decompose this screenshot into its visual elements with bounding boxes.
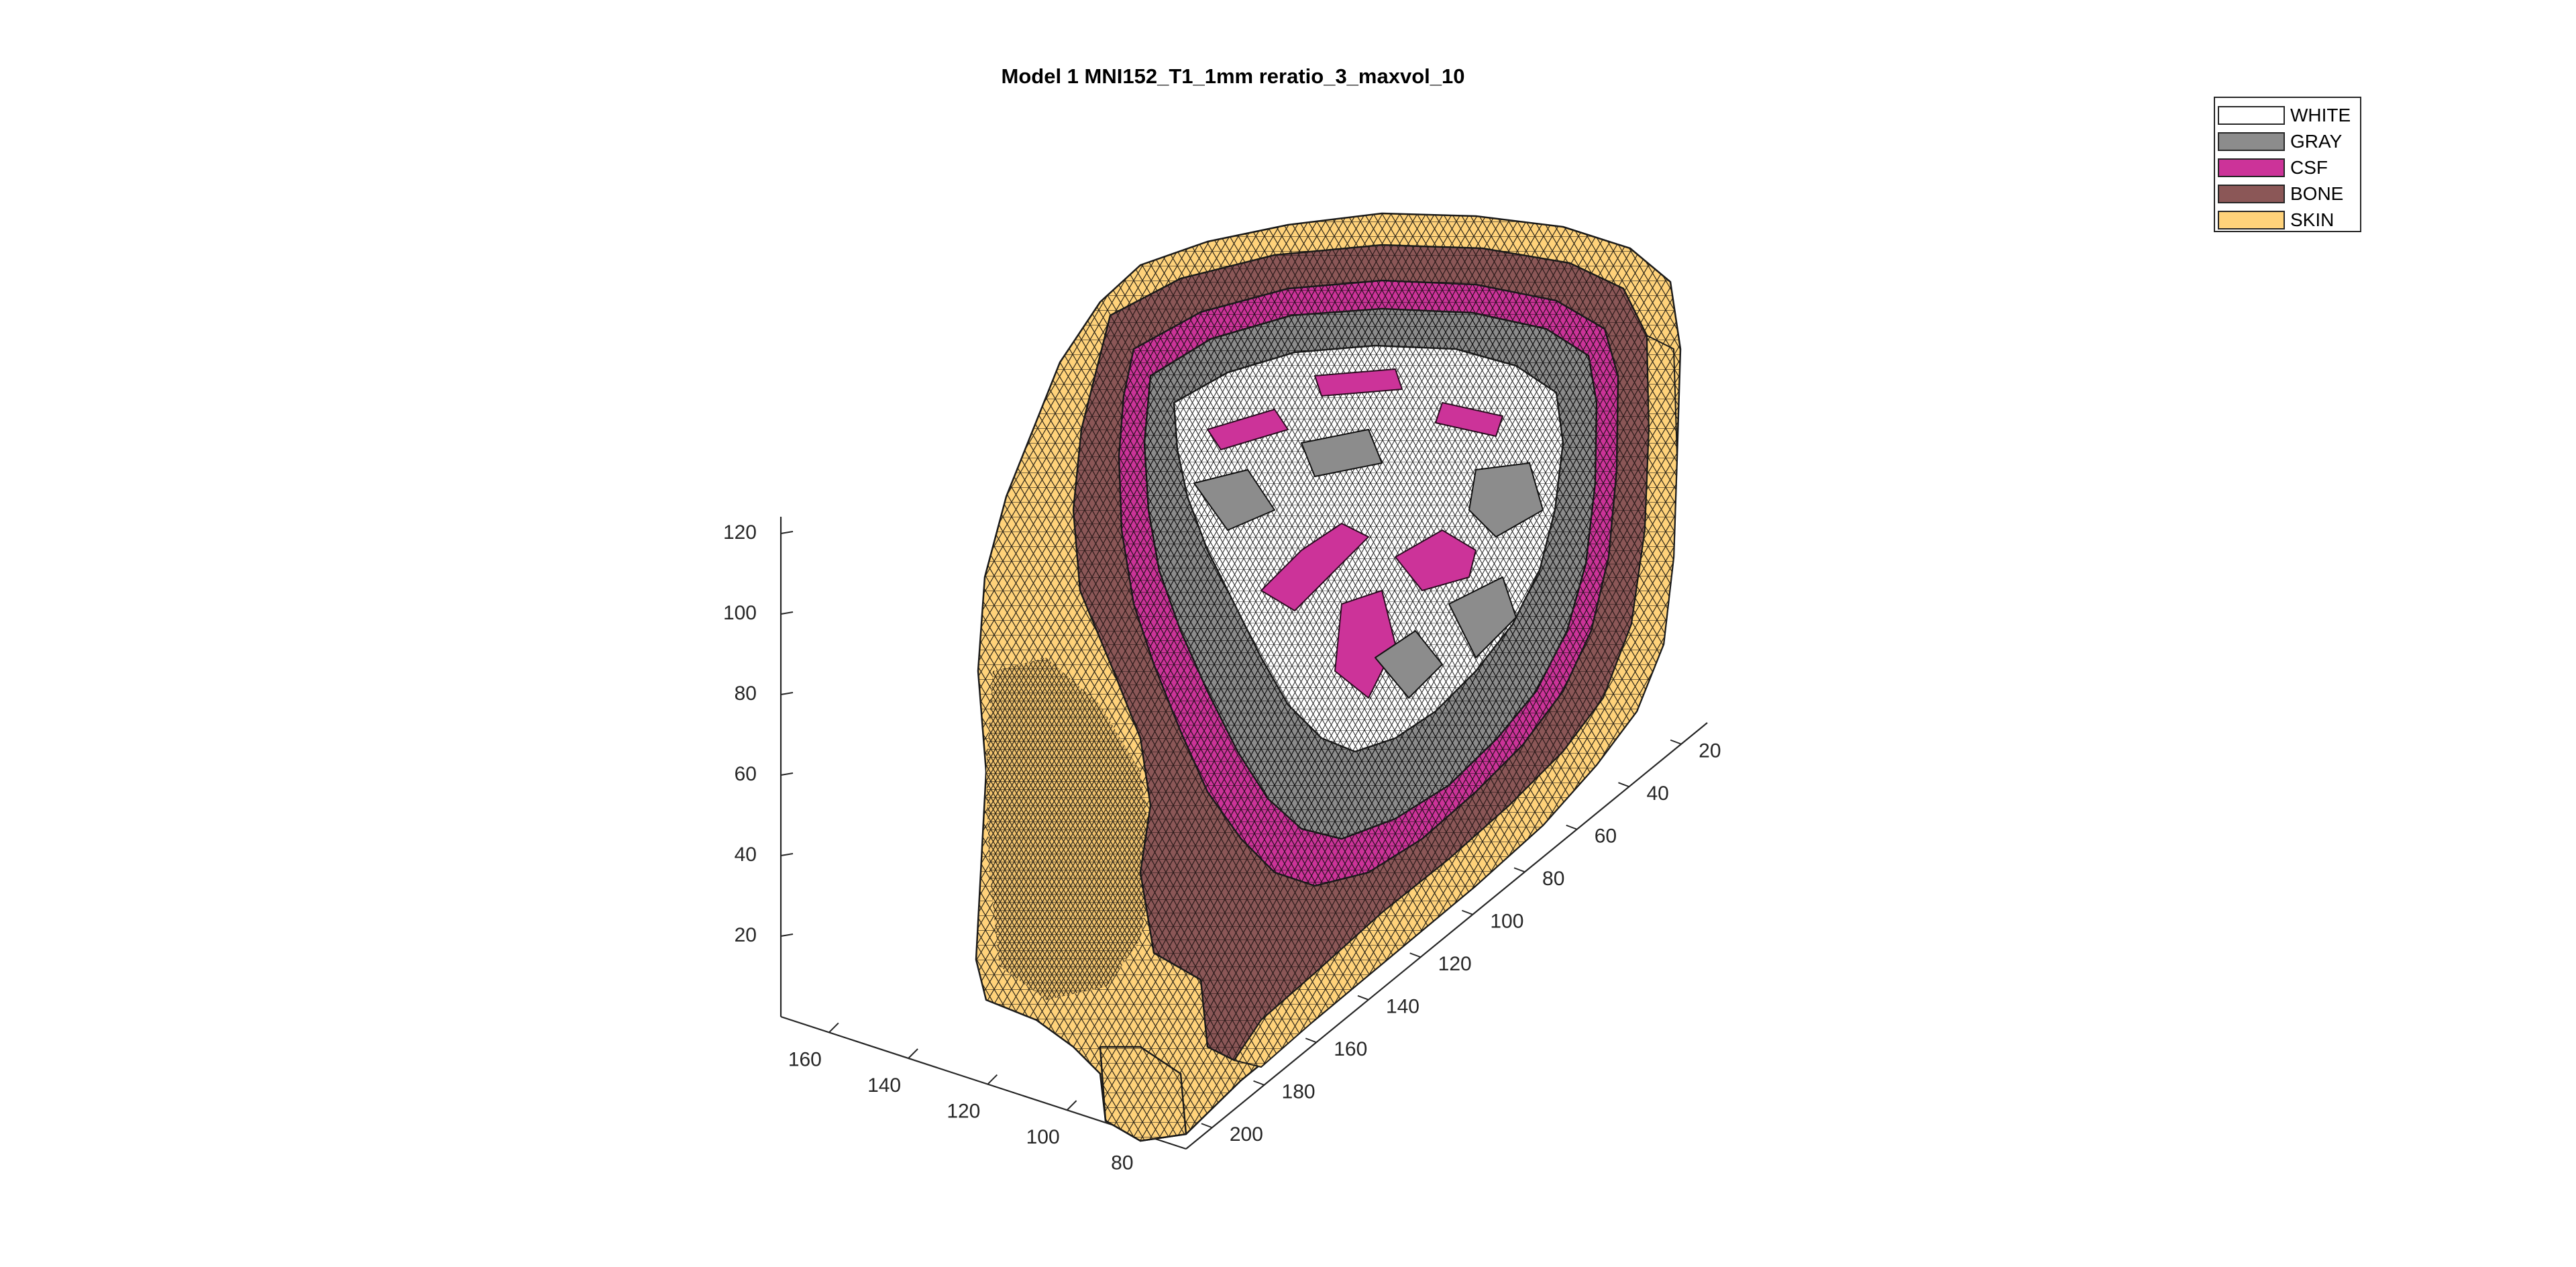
axis-tick-label: 20 <box>735 924 757 946</box>
axis-tick-mark <box>1670 739 1682 745</box>
legend-swatch <box>2218 184 2285 203</box>
sulci-accents <box>1207 368 1503 699</box>
axis-tick-label: 60 <box>1595 825 1617 848</box>
axis-tick-mark <box>1201 1123 1213 1129</box>
axis-tick-label: 120 <box>723 521 757 544</box>
legend-label: WHITE <box>2290 104 2351 125</box>
axis-tick-label: 120 <box>947 1100 980 1122</box>
legend-label: GRAY <box>2290 130 2343 152</box>
axis-tick-label: 180 <box>1282 1081 1316 1103</box>
axis-tick-label: 40 <box>1646 782 1668 805</box>
legend-swatch <box>2218 105 2285 125</box>
axis-tick-label: 100 <box>1026 1126 1060 1148</box>
legend-item: GRAY <box>2218 128 2360 154</box>
axis-tick-mark <box>780 853 794 856</box>
z-axis-ticks: 20 40 60 80 100 120 <box>723 521 794 946</box>
y-axis-ticks: 20 40 60 80 100 120 140 160 180 200 <box>1201 739 1721 1146</box>
skin-chin <box>1099 1046 1187 1142</box>
axis-tick-label: 60 <box>735 763 757 785</box>
axis-tick-label: 20 <box>1699 740 1721 762</box>
legend-swatch <box>2218 158 2285 177</box>
axis-tick-mark <box>780 611 794 615</box>
axis-tick-mark <box>1357 995 1369 1001</box>
axis-tick-label: 120 <box>1438 953 1472 975</box>
axis-tick-mark <box>1305 1037 1317 1044</box>
axis-tick-label: 100 <box>723 602 757 624</box>
axis-tick-label: 200 <box>1230 1123 1263 1146</box>
legend-label: SKIN <box>2290 209 2334 230</box>
head-mesh-model <box>975 212 1682 1142</box>
axis-tick-mark <box>1513 867 1525 873</box>
legend-swatch <box>2218 210 2285 230</box>
axis-tick-mark <box>987 1074 998 1085</box>
axis-tick-label: 160 <box>788 1048 822 1070</box>
white-matter-cross-section <box>1173 344 1564 753</box>
legend-swatch <box>2218 132 2285 151</box>
gray-gyri-accents <box>1193 429 1544 699</box>
axis-tick-mark <box>780 692 794 695</box>
axis-tick-mark <box>1409 952 1421 958</box>
axis-tick-label: 100 <box>1490 911 1523 933</box>
skin-face-patch <box>986 658 1154 1000</box>
axis-tick-label: 80 <box>735 682 757 705</box>
axis-tick-label: 80 <box>1111 1152 1133 1174</box>
axis-tick-mark <box>780 772 794 776</box>
axis-tick-mark <box>1253 1080 1265 1086</box>
axis-tick-label: 140 <box>867 1074 901 1097</box>
legend-item: SKIN <box>2218 207 2360 233</box>
legend-label: BONE <box>2290 183 2344 204</box>
axis-tick-mark <box>908 1048 918 1059</box>
axis-tick-mark <box>1461 909 1473 915</box>
axis-tick-label: 80 <box>1542 868 1564 890</box>
chart-title: Model 1 MNI152_T1_1mm reratio_3_maxvol_1… <box>1001 64 1465 88</box>
axis-tick-mark <box>1066 1100 1077 1111</box>
axis-tick-mark <box>780 933 794 937</box>
axis-tick-mark <box>1618 782 1629 788</box>
axis-tick-mark <box>1566 824 1578 830</box>
y-axis-line <box>1185 722 1708 1150</box>
axis-tick-label: 140 <box>1386 996 1419 1018</box>
legend-item: BONE <box>2218 181 2360 207</box>
axis-tick-label: 160 <box>1334 1038 1367 1060</box>
chart-legend: WHITE GRAY CSF BONE SKIN <box>2214 97 2361 232</box>
legend-item: WHITE <box>2218 102 2360 128</box>
axis-tick-mark <box>780 531 794 534</box>
skin-cross-section-rim <box>1234 335 1678 1068</box>
legend-label: CSF <box>2290 156 2328 178</box>
axis-tick-mark <box>828 1022 839 1033</box>
x-axis-ticks: 80 100 120 140 160 <box>788 1022 1157 1174</box>
legend-item: CSF <box>2218 154 2360 181</box>
axis-tick-label: 40 <box>735 844 757 866</box>
